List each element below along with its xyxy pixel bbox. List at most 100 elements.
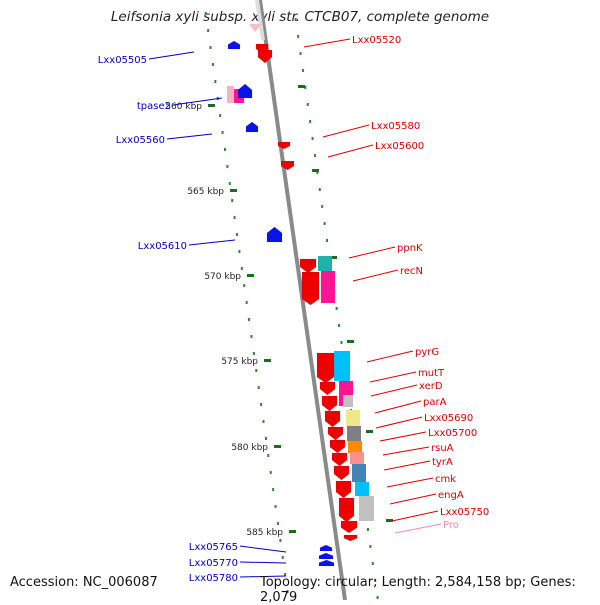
ruler-label: 580 kbp	[231, 443, 268, 453]
ruler-tick	[298, 85, 305, 88]
gene-arrow-faint	[249, 24, 262, 32]
strand-dot	[226, 165, 229, 168]
gene-label-lxx05700: Lxx05700	[428, 428, 477, 439]
leader-line	[352, 269, 399, 282]
gene-arrow-right	[280, 160, 295, 171]
gene-arrow-right	[340, 520, 358, 534]
function-box	[318, 256, 332, 271]
gene-label-mutt: mutT	[418, 368, 445, 379]
ruler-tick	[312, 169, 319, 172]
gene-arrow-right	[329, 439, 346, 454]
gene-arrow-right	[338, 497, 355, 523]
strand-dot	[231, 199, 234, 202]
function-box	[334, 351, 350, 381]
strand-dot	[211, 63, 214, 66]
strand-dot	[276, 522, 279, 525]
strand-dot	[228, 182, 231, 185]
gene-arrow-left	[227, 40, 241, 50]
strand-dot	[243, 284, 246, 287]
gene-label-lxx05580: Lxx05580	[371, 121, 420, 132]
ruler-tick	[330, 256, 337, 259]
gene-arrow-left	[318, 552, 334, 560]
leader-line	[239, 575, 287, 578]
strand-dot	[294, 18, 297, 21]
strand-dot	[311, 137, 314, 140]
gene-arrow-right	[257, 49, 273, 64]
leader-line	[394, 523, 442, 534]
function-box	[348, 441, 362, 453]
strand-dot	[326, 239, 329, 242]
gene-arrow-right	[327, 426, 344, 441]
strand-dot	[286, 590, 289, 593]
strand-dot	[219, 114, 222, 117]
strand-dot	[374, 579, 377, 582]
ruler-tick	[347, 340, 354, 343]
gene-label-cmk: cmk	[435, 474, 456, 485]
strand-dot	[304, 86, 307, 89]
strand-dot	[306, 103, 309, 106]
strand-dot	[340, 341, 343, 344]
strand-dot	[221, 131, 224, 134]
strand-dot	[238, 250, 241, 253]
gene-arrow-right	[335, 480, 352, 499]
strand-dot	[250, 335, 253, 338]
leader-line	[369, 371, 417, 383]
ruler-label: 575 kbp	[221, 357, 258, 367]
leader-line	[148, 51, 195, 60]
gene-arrow-right	[277, 141, 291, 150]
leader-line	[375, 416, 423, 429]
gene-arrow-right	[319, 381, 336, 396]
strand-dot	[272, 488, 275, 491]
leader-line	[239, 545, 287, 553]
gene-label-tpase2: tpase2	[137, 101, 171, 112]
strand-dot	[267, 454, 270, 457]
strand-dot	[209, 46, 212, 49]
leader-line	[322, 124, 370, 138]
strand-dot	[301, 69, 304, 72]
gene-arrows	[227, 24, 358, 567]
strand-dot	[264, 437, 267, 440]
gene-label-lxx05765: Lxx05765	[189, 542, 238, 553]
leader-line	[348, 246, 396, 259]
strand-dot	[338, 324, 341, 327]
strand-dot	[257, 386, 260, 389]
leader-line	[379, 431, 427, 442]
strand-dot	[318, 188, 321, 191]
strand-dot	[297, 35, 300, 38]
leader-line	[188, 239, 236, 246]
strand-dot	[366, 528, 369, 531]
strand-dot	[223, 148, 226, 151]
strand-dot	[204, 12, 207, 15]
strand-dot	[279, 539, 282, 542]
gene-arrow-right	[333, 465, 350, 481]
function-box	[227, 86, 234, 103]
gene-arrow-left	[319, 544, 333, 552]
strand-dot	[260, 403, 263, 406]
strand-dot	[371, 562, 374, 565]
gene-label-lxx05610: Lxx05610	[138, 241, 187, 252]
gene-arrow-right	[316, 352, 335, 384]
strand-dot	[335, 307, 338, 310]
strand-dot	[274, 505, 277, 508]
ruler-label: 565 kbp	[187, 187, 224, 197]
strand-dot	[369, 545, 372, 548]
function-box	[350, 452, 364, 464]
strand-dot	[252, 352, 255, 355]
leader-line	[366, 350, 414, 363]
gene-label-lxx05505: Lxx05505	[98, 55, 147, 66]
gene-arrow-right	[324, 410, 341, 428]
ruler-label: 585 kbp	[246, 528, 283, 538]
gene-label-ppnk: ppnK	[397, 243, 423, 254]
ruler-tick	[230, 189, 237, 192]
gene-arrow-left	[318, 559, 335, 567]
leader-line	[391, 510, 439, 522]
function-box	[352, 464, 366, 482]
leader-line	[166, 133, 213, 140]
gene-label-lxx05600: Lxx05600	[375, 141, 424, 152]
gene-label-rsua: rsuA	[431, 443, 454, 454]
strand-dot	[248, 318, 251, 321]
leader-line	[327, 144, 374, 158]
leader-line	[389, 493, 437, 505]
function-box	[346, 410, 360, 426]
function-box	[321, 271, 335, 303]
